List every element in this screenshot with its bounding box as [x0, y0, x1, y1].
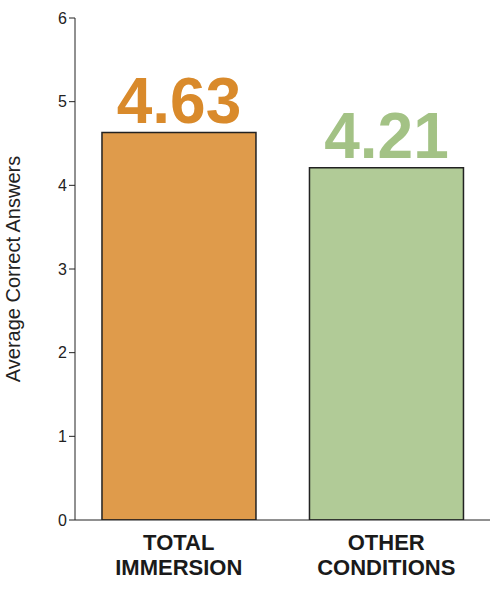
svg-text:2: 2 [58, 344, 67, 361]
svg-text:4.21: 4.21 [324, 100, 449, 172]
svg-text:CONDITIONS: CONDITIONS [317, 555, 455, 580]
svg-text:IMMERSION: IMMERSION [115, 555, 242, 580]
svg-text:3: 3 [58, 261, 67, 278]
svg-text:1: 1 [58, 428, 67, 445]
svg-text:5: 5 [58, 93, 67, 110]
svg-text:4.63: 4.63 [117, 65, 242, 137]
svg-text:TOTAL: TOTAL [143, 530, 214, 555]
svg-text:Average Correct Answers: Average Correct Answers [2, 156, 24, 382]
svg-text:6: 6 [58, 10, 67, 27]
svg-text:0: 0 [58, 512, 67, 529]
svg-text:OTHER: OTHER [348, 530, 425, 555]
svg-text:4: 4 [58, 177, 67, 194]
